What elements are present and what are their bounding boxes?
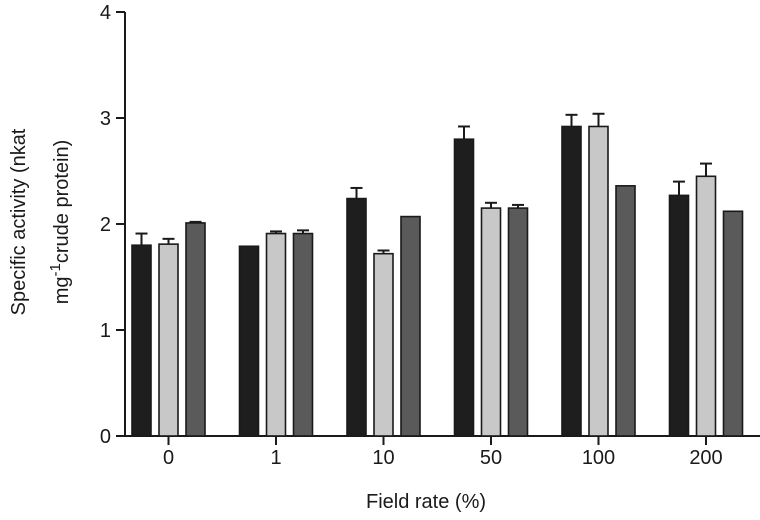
x-tick-label: 1 bbox=[270, 447, 281, 469]
bar-series-3-200 bbox=[722, 210, 744, 437]
bar-series-1-0 bbox=[131, 244, 152, 437]
x-tick-label: 100 bbox=[582, 447, 615, 469]
bar-series-2-1 bbox=[265, 232, 287, 437]
y-tick-label: 0 bbox=[100, 426, 111, 448]
y-ticks: 0 1 2 3 4 bbox=[100, 2, 125, 448]
bar-series-1-1 bbox=[238, 245, 260, 437]
bars bbox=[131, 125, 744, 437]
bar-series-1-10 bbox=[346, 197, 367, 437]
y-axis-title-line-2: mg-1crude protein) bbox=[47, 140, 73, 305]
bar-series-2-0 bbox=[158, 243, 179, 437]
bar-series-1-100 bbox=[561, 125, 582, 437]
y-axis-title-unit: mg bbox=[51, 276, 73, 304]
y-axis-title-line-1: Specific activity (nkat bbox=[8, 128, 30, 315]
y-tick-label: 3 bbox=[100, 108, 111, 130]
bar-series-2-100 bbox=[588, 125, 609, 437]
x-tick-label: 50 bbox=[480, 447, 502, 469]
bar-series-1-200 bbox=[668, 194, 690, 437]
x-ticks: 0 1 10 50 100 200 bbox=[163, 436, 723, 469]
x-axis-title: Field rate (%) bbox=[366, 491, 486, 513]
y-tick-label: 4 bbox=[100, 2, 111, 24]
x-tick-label: 200 bbox=[689, 447, 722, 469]
y-tick-label: 1 bbox=[100, 320, 111, 342]
bar-series-3-0 bbox=[185, 222, 206, 437]
bar-series-3-10 bbox=[400, 215, 421, 437]
error-bars bbox=[135, 112, 712, 254]
bar-series-3-100 bbox=[615, 185, 636, 437]
bar-series-2-10 bbox=[373, 252, 394, 437]
y-axis-title-rest: crude protein) bbox=[51, 140, 73, 263]
x-tick-label: 10 bbox=[372, 447, 394, 469]
axes bbox=[124, 12, 760, 437]
bar-series-2-50 bbox=[480, 207, 502, 437]
bar-series-2-200 bbox=[695, 175, 717, 437]
bar-series-1-50 bbox=[453, 138, 475, 437]
y-tick-label: 2 bbox=[100, 214, 111, 236]
y-axis-title-superscript: -1 bbox=[47, 263, 64, 276]
x-tick-label: 0 bbox=[163, 447, 174, 469]
bar-series-3-50 bbox=[507, 207, 529, 437]
bar-series-3-1 bbox=[292, 232, 314, 437]
